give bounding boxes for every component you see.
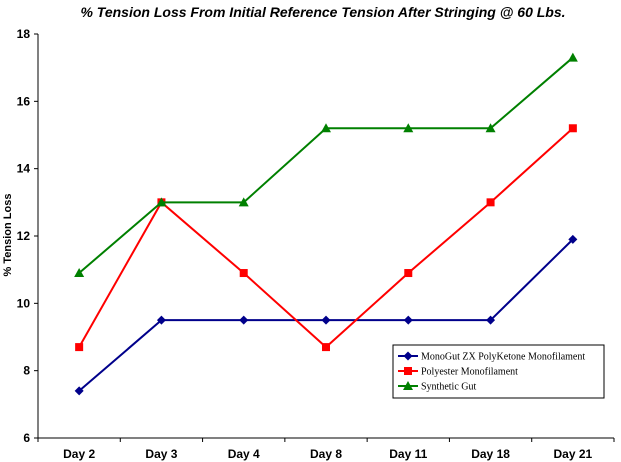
y-axis-label: % Tension Loss [2,194,14,277]
data-point [74,268,85,278]
legend-item: Synthetic Gut [398,381,476,393]
data-point [239,269,248,278]
x-tick-label: Day 2 [63,447,95,461]
chart-title: % Tension Loss From Initial Reference Te… [80,4,565,20]
legend-label: Synthetic Gut [421,382,476,393]
data-point [322,343,330,352]
series-1 [74,234,578,396]
data-point [403,123,414,133]
x-tick-label: Day 11 [389,447,427,461]
y-ticks: 6 8 10 12 14 16 18 [17,27,38,445]
data-point [568,124,577,133]
data-point [239,315,249,325]
data-point [486,315,496,325]
data-point [485,123,496,133]
y-tick-label: 14 [17,162,31,176]
legend: MonoGut ZX PolyKetone Monofilament Polyes… [392,344,605,399]
x-tick-label: Day 4 [228,447,260,461]
x-tick-label: Day 8 [310,447,342,461]
y-tick-label: 8 [23,364,30,378]
legend-label: MonoGut ZX PolyKetone Monofilament [421,352,585,363]
data-point [321,315,331,325]
y-tick-label: 16 [17,94,31,108]
data-point [156,197,167,207]
data-point [238,197,249,207]
data-point [404,269,413,278]
series-3 [74,52,578,278]
series-line [78,127,574,349]
legend-box [392,344,605,399]
x-ticks: Day 2 Day 3 Day 4 Day 8 Day 11 Day 18 Day 21 [37,438,615,461]
data-point [486,198,495,207]
legend-item: MonoGut ZX PolyKetone Monofilament [398,351,585,363]
legend-label: Polyester Monofilament [421,367,518,378]
legend-marker [404,367,412,375]
legend-marker [403,351,413,361]
series-line [78,56,574,274]
y-tick-label: 18 [17,27,31,41]
data-point [567,52,578,62]
legend-marker [403,381,413,390]
legend-item: Polyester Monofilament [398,367,518,378]
data-point [75,343,84,352]
data-point [321,123,331,133]
plot-area [74,52,578,396]
data-point [403,315,413,325]
y-tick-label: 12 [17,229,31,243]
x-tick-label: Day 18 [471,447,510,461]
x-tick-label: Day 21 [554,447,593,461]
y-tick-label: 6 [23,431,30,445]
y-tick-label: 10 [17,296,31,310]
x-tick-label: Day 3 [145,447,177,461]
data-point [74,386,84,396]
data-point [156,315,166,325]
data-point [568,234,578,244]
